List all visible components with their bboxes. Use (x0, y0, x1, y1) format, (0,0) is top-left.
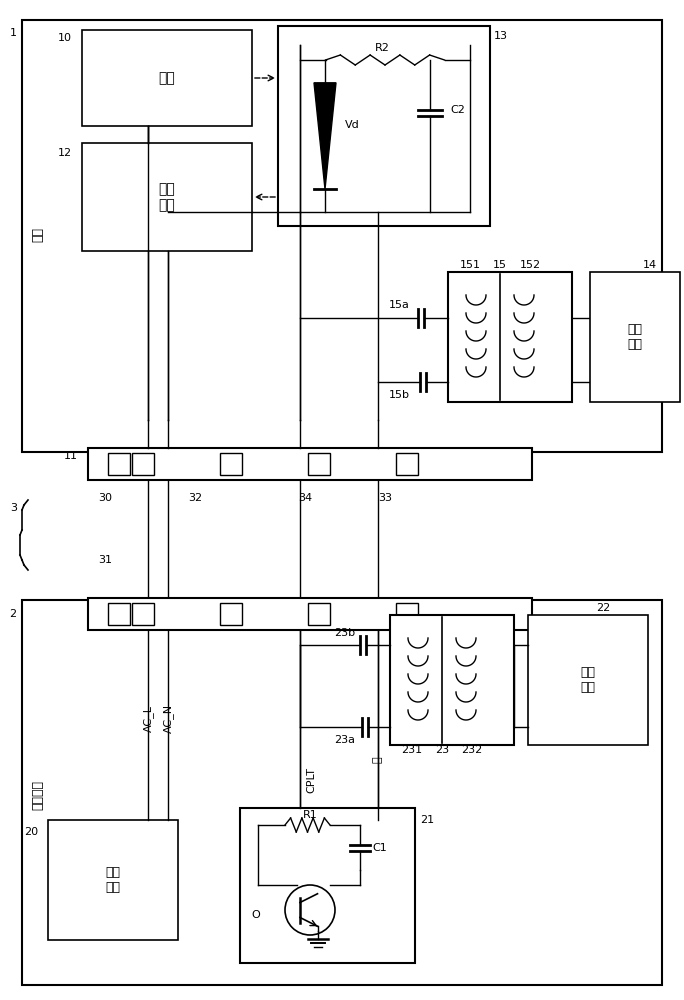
Bar (82, 30, 252, 126)
Text: 15: 15 (493, 260, 507, 270)
Text: 152: 152 (519, 260, 540, 270)
Text: 151: 151 (460, 260, 480, 270)
Bar (278, 26, 490, 226)
Bar (240, 808, 415, 963)
Text: C1: C1 (372, 843, 386, 853)
Text: Vd: Vd (345, 120, 360, 130)
Text: 2: 2 (10, 609, 16, 619)
Bar (528, 615, 648, 745)
Text: 通信
部分: 通信 部分 (581, 666, 596, 694)
Text: 21: 21 (420, 815, 434, 825)
Text: 电池: 电池 (159, 71, 175, 85)
Text: 23a: 23a (334, 735, 355, 745)
Text: 22: 22 (596, 603, 610, 613)
Bar (82, 143, 252, 251)
Text: 供电
部分: 供电 部分 (105, 866, 120, 894)
Text: 32: 32 (188, 493, 202, 503)
Bar (590, 272, 680, 402)
Text: 通信
装置: 通信 装置 (627, 323, 642, 351)
Text: 3: 3 (10, 503, 18, 513)
Text: 13: 13 (494, 31, 508, 41)
Text: 1: 1 (10, 28, 16, 38)
Text: 充电
装置: 充电 装置 (159, 182, 175, 212)
Bar (396, 453, 418, 475)
Text: 34: 34 (298, 493, 312, 503)
Bar (132, 603, 154, 625)
Text: R2: R2 (375, 43, 390, 53)
Text: 地: 地 (373, 757, 383, 763)
Bar (390, 615, 514, 745)
Text: AC_L: AC_L (142, 704, 153, 732)
Text: 15b: 15b (389, 390, 410, 400)
Bar (396, 603, 418, 625)
Text: CPLT: CPLT (306, 767, 316, 793)
Text: 15a: 15a (389, 300, 410, 310)
Bar (448, 272, 572, 402)
Bar (48, 820, 178, 940)
Text: 车辆: 车辆 (31, 228, 44, 242)
Text: 23: 23 (435, 745, 449, 755)
Text: 11: 11 (64, 451, 78, 461)
Text: R1: R1 (302, 810, 317, 820)
Text: 10: 10 (58, 33, 72, 43)
Bar (132, 453, 154, 475)
Text: 供电装置: 供电装置 (31, 780, 44, 810)
Text: O: O (252, 910, 261, 920)
Text: 23b: 23b (334, 628, 355, 638)
Text: 231: 231 (402, 745, 423, 755)
Text: 12: 12 (58, 148, 72, 158)
Bar (108, 603, 130, 625)
Text: AC_N: AC_N (163, 703, 174, 733)
Bar (108, 453, 130, 475)
Polygon shape (314, 83, 336, 189)
Text: 14: 14 (643, 260, 657, 270)
Text: 30: 30 (98, 493, 112, 503)
Text: 20: 20 (24, 827, 38, 837)
Bar (308, 603, 330, 625)
Text: 33: 33 (378, 493, 392, 503)
Bar (220, 453, 242, 475)
Bar (22, 20, 662, 452)
Text: 232: 232 (462, 745, 483, 755)
Bar (88, 598, 532, 630)
Text: 31: 31 (98, 555, 112, 565)
Bar (220, 603, 242, 625)
Bar (88, 448, 532, 480)
Text: C2: C2 (450, 105, 465, 115)
Bar (308, 453, 330, 475)
Bar (22, 600, 662, 985)
